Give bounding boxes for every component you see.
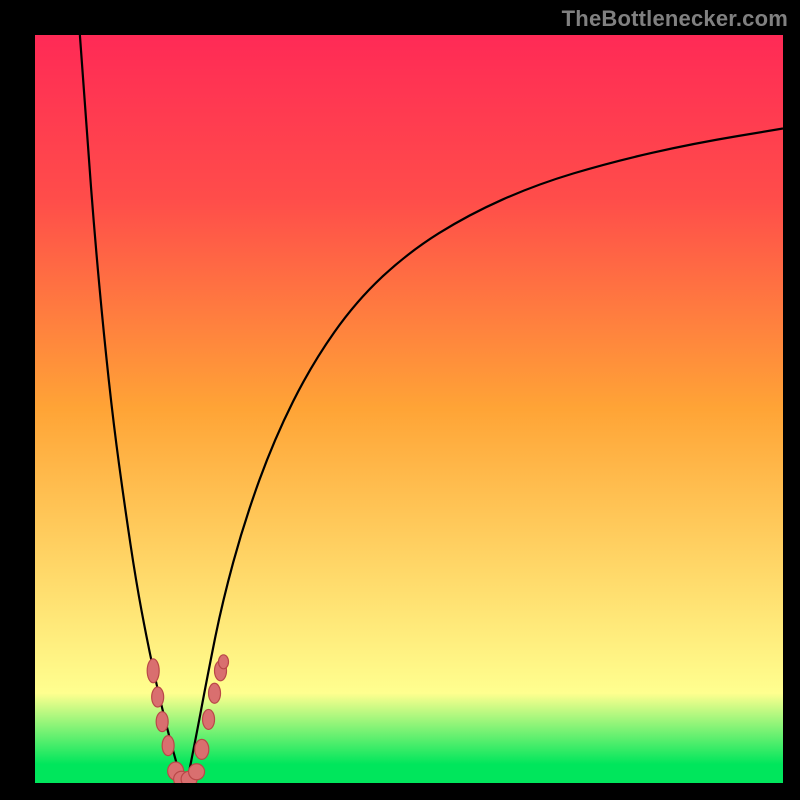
- data-marker: [203, 709, 215, 729]
- data-marker: [209, 683, 221, 703]
- chart-frame: TheBottlenecker.com: [0, 0, 800, 800]
- watermark-text: TheBottlenecker.com: [562, 6, 788, 32]
- data-marker: [189, 764, 205, 780]
- data-marker: [147, 659, 159, 683]
- data-marker: [195, 739, 209, 759]
- data-marker: [152, 687, 164, 707]
- data-marker: [218, 655, 228, 669]
- data-marker: [162, 736, 174, 756]
- chart-svg: [35, 35, 783, 783]
- plot-area: [35, 35, 783, 783]
- bottom-green-band: [35, 764, 783, 783]
- data-marker: [156, 712, 168, 732]
